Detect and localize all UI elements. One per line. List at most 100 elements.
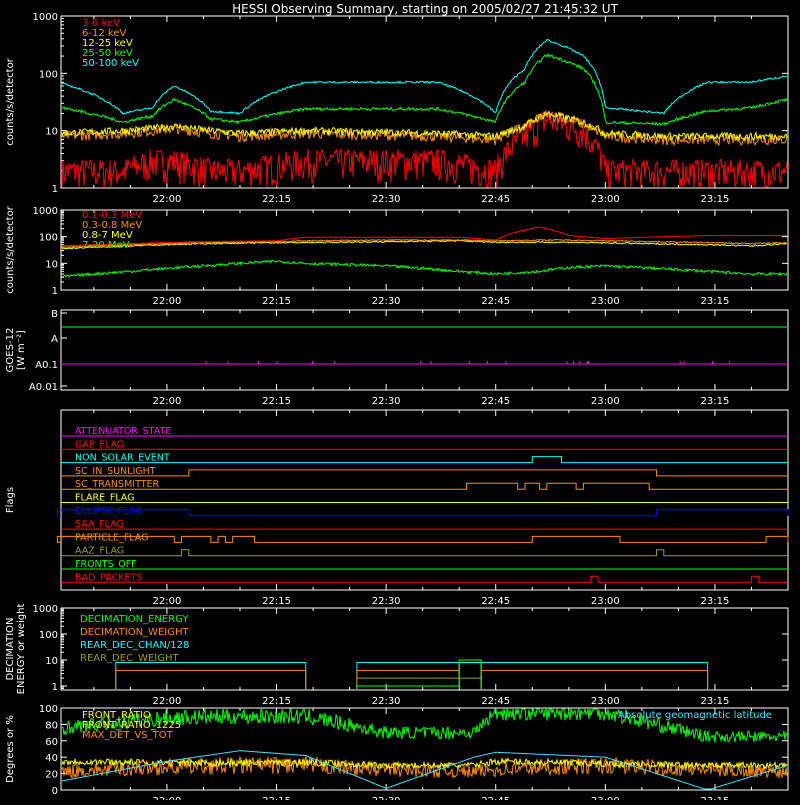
flag-label: GAP_FLAG [75, 439, 124, 450]
goes-panel-xtick-label: 22:45 [481, 396, 510, 407]
flag-line [61, 549, 788, 557]
flag-label: SC_TRANSMITTER [75, 479, 160, 490]
lowe-legend-entry: 12-25 keV [82, 38, 133, 49]
goes-panel-ytick-label: A0.1 [35, 360, 58, 371]
flag-label: SAA_FLAG [75, 519, 124, 530]
lowe-panel-xtick-label: 23:15 [701, 194, 730, 205]
lowe-legend-entry: 3-6 keV [82, 18, 120, 29]
decimation-panel-xtick-label: 22:00 [153, 696, 182, 707]
lowe-series-line [61, 38, 787, 116]
highe-legend-entry: 0.3-0.8 MeV [82, 220, 142, 231]
decimation-panel-ylabel: ENERGY or weight [16, 604, 27, 695]
highe-series-line [61, 239, 788, 250]
flags-panel-xtick-label: 22:45 [481, 596, 510, 607]
decimation-legend-entry: DECIMATION_WEIGHT [80, 627, 189, 638]
goes-panel-xtick-label: 23:15 [701, 396, 730, 407]
ratio-panel-xtick-label: 22:30 [372, 796, 401, 800]
lowe-series-line [61, 111, 788, 189]
highe-panel-ytick-label: 1000 [33, 206, 58, 217]
ratio-panel-ytick-label: 20 [45, 770, 58, 781]
decimation-panel-ytick-label: 10 [45, 656, 58, 667]
lowe-panel-ylabel: counts/s/detector [5, 57, 16, 145]
decimation-legend-entry: REAR_DEC_WEIGHT [80, 653, 179, 664]
flag-label: ECLIPSE_FLAG [75, 506, 143, 517]
lowe-panel-ytick-label: 1 [52, 184, 58, 195]
decimation-panel-ytick-label: 1 [52, 682, 58, 693]
decimation-panel-xtick-label: 22:15 [262, 696, 291, 707]
lowe-panel-frame [60, 15, 789, 189]
ratio-panel-xtick-label: 22:15 [262, 796, 291, 800]
flag-label: SC_IN_SUNLIGHT [75, 466, 156, 477]
flag-label: NON_SOLAR_EVENT [75, 453, 170, 464]
flag-line [61, 575, 788, 583]
decimation-panel-xtick-label: 22:45 [481, 696, 510, 707]
flag-label: BAD_PACKETS [75, 572, 142, 583]
decimation-series-line [458, 659, 482, 689]
highe-panel-ylabel: counts/s/detector [5, 205, 16, 293]
goes-panel-ylabel: [W m⁻²] [16, 330, 27, 370]
decimation-legend-entry: DECIMATION_ENERGY [80, 614, 189, 625]
flags-panel-xtick-label: 23:00 [591, 596, 620, 607]
decimation-legend-entry: REAR_DEC_CHAN/128 [80, 640, 189, 651]
ratio-series-line [61, 707, 788, 743]
flag-label: ATTENUATOR_STATE [75, 426, 171, 437]
lowe-legend-entry: 6-12 keV [82, 28, 126, 39]
flag-line [56, 535, 789, 543]
decimation-series-line [115, 669, 307, 689]
flags-panel-xtick-label: 22:00 [153, 596, 182, 607]
highe-legend-entry: 7-20 MeV [82, 240, 130, 251]
highe-series-line [61, 259, 788, 279]
flags-panel-xtick-label: 22:30 [372, 596, 401, 607]
ratio-panel-ytick-label: 0 [52, 786, 58, 797]
highe-legend-entry: 0.1-0.3 MeV [82, 210, 142, 221]
lowe-legend-entry: 25-50 keV [82, 48, 133, 59]
ratio-panel-ytick-label: 80 [45, 720, 58, 731]
highe-panel-ytick-label: 1 [52, 286, 58, 297]
lowe-panel-xtick-label: 22:15 [262, 194, 291, 205]
goes-panel-xtick-label: 22:00 [153, 396, 182, 407]
highe-panel-ytick-label: 10 [45, 259, 58, 270]
highe-panel-ytick-label: 100 [39, 233, 58, 244]
flags-panel-xtick-label: 23:15 [701, 596, 730, 607]
highe-panel-xtick-label: 23:00 [591, 296, 620, 307]
highe-panel-xtick-label: 22:30 [372, 296, 401, 307]
flags-panel-frame [60, 409, 789, 591]
lowe-panel-ytick-label: 100 [39, 69, 58, 80]
lowe-panel-xtick-label: 23:00 [591, 194, 620, 205]
goes-panel-ytick-label: B [51, 309, 58, 320]
highe-panel-xtick-label: 22:15 [262, 296, 291, 307]
flag-line [61, 469, 788, 477]
flag-line [56, 509, 789, 517]
decimation-panel-frame [60, 607, 789, 691]
ratio-panel-xtick-label: 22:45 [481, 796, 510, 800]
decimation-panel-ytick-label: 1000 [33, 604, 58, 615]
flag-label: FRONTS_OFF [75, 559, 137, 570]
flag-label: FLARE_FLAG [75, 493, 135, 504]
figure-title: HESSI Observing Summary, starting on 200… [232, 2, 618, 16]
decimation-panel-xtick-label: 22:30 [372, 696, 401, 707]
flag-line [61, 456, 788, 464]
goes-panel-ylabel: GOES-12 [5, 328, 16, 373]
flags-panel-ylabel: Flags [5, 487, 16, 513]
ratio-series-line [61, 750, 788, 790]
ratio-panel-ytick-label: 60 [45, 737, 58, 748]
ratio-panel-xtick-label: 23:00 [591, 796, 620, 800]
highe-panel-frame [60, 209, 789, 291]
ratio-series-line [61, 757, 788, 771]
decimation-panel-ylabel: DECIMATION [5, 617, 16, 680]
flags-panel-xtick-label: 22:15 [262, 596, 291, 607]
goes-panel-ytick-label: A [51, 334, 58, 345]
ratio-legend-entry: MAX_DET_VS_TOT [82, 730, 174, 741]
ratio-panel-ytick-label: 40 [45, 753, 58, 764]
ratio-panel-frame [60, 707, 789, 791]
flag-label: AAZ_FLAG [75, 546, 124, 557]
flag-label: PARTICLE_FLAG [75, 532, 148, 543]
lowe-panel-ytick-label: 1000 [33, 12, 58, 23]
highe-series-line [61, 238, 788, 248]
lowe-panel-xtick-label: 22:00 [153, 194, 182, 205]
lowe-series-line [61, 53, 788, 127]
highe-panel-xtick-label: 23:15 [701, 296, 730, 307]
